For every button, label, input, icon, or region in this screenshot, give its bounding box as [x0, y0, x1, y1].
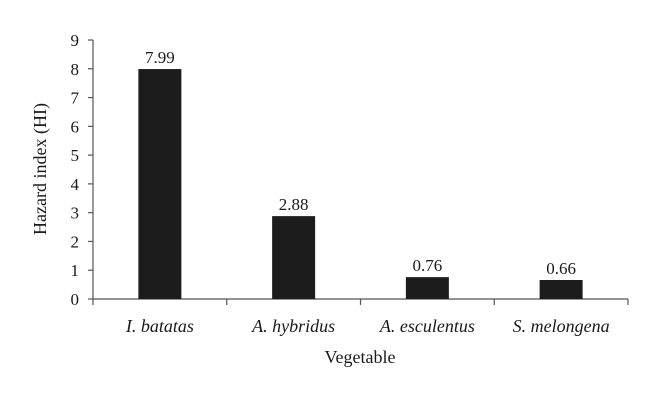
y-tick-label: 6: [71, 117, 80, 136]
y-tick-label: 2: [71, 232, 80, 251]
y-tick-label: 8: [71, 60, 80, 79]
x-tick-label: A. esculentus: [379, 316, 475, 336]
bar: [405, 277, 449, 299]
x-tick-label: I. batatas: [125, 316, 194, 336]
data-label: 2.88: [279, 195, 309, 214]
labels: 7.99 I. batatas 2.88 A. hybridus 0.76 A. escu…: [125, 48, 610, 336]
y-tick-label: 1: [71, 261, 80, 280]
x-tick-label: A. hybridus: [251, 316, 335, 336]
bar: [138, 69, 182, 299]
x-tick-label: S. melongena: [513, 316, 610, 336]
data-label: 0.76: [413, 256, 443, 275]
y-tick-label: 3: [71, 204, 80, 223]
bar: [272, 216, 316, 299]
axes: 0 1 2 3 4 5 6 7 8 9: [71, 31, 629, 309]
y-tick-label: 4: [71, 175, 80, 194]
bar: [539, 280, 583, 299]
y-tick-label: 7: [71, 89, 80, 108]
data-label: 0.66: [546, 259, 576, 278]
y-tick-label: 9: [71, 31, 80, 50]
data-label: 7.99: [145, 48, 175, 67]
y-axis-title: Hazard index (HI): [30, 103, 51, 235]
bars: [138, 69, 583, 299]
x-axis-title: Vegetable: [325, 347, 396, 367]
y-tick-label: 0: [71, 290, 80, 309]
y-tick-label: 5: [71, 146, 80, 165]
